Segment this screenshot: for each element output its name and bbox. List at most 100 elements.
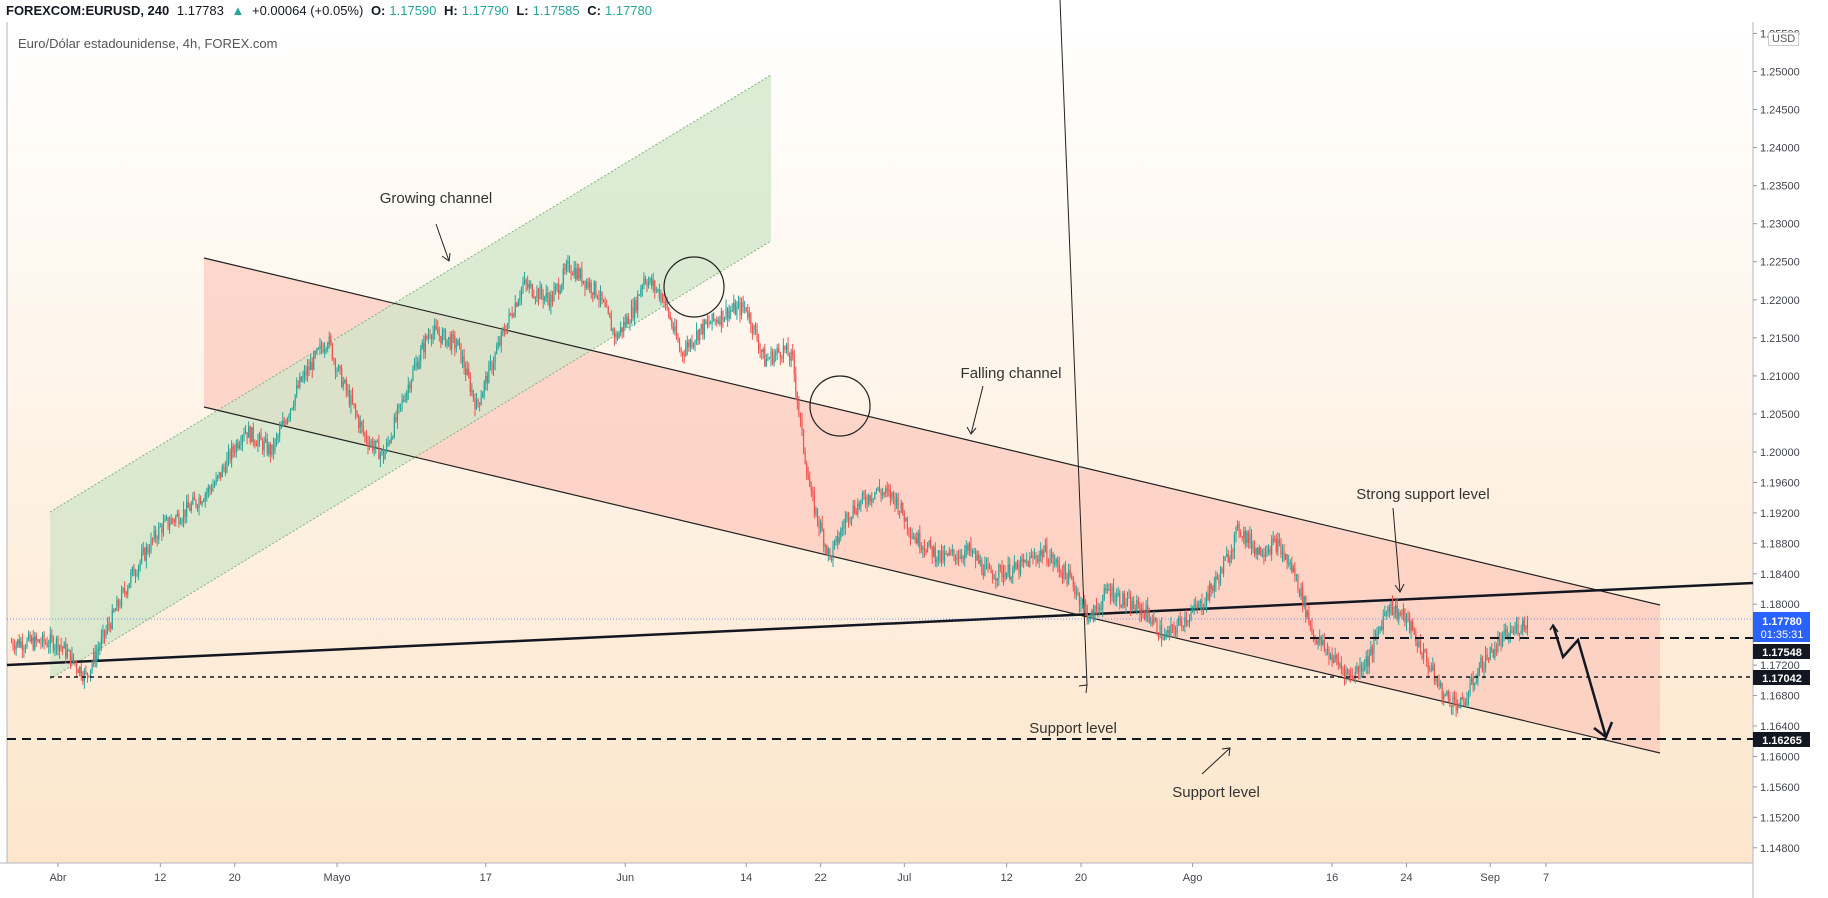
candle-body <box>337 365 340 371</box>
time-axis[interactable]: Abr 12 20 Mayo 17 Jun 14 22 Jul 12 20 Ago 16 24 Sep 7 <box>49 863 1549 884</box>
candle <box>376 439 378 443</box>
candle-body <box>590 282 592 293</box>
candle <box>62 645 64 656</box>
candle-body <box>899 511 901 513</box>
symbol-name[interactable]: FOREXCOM:EURUSD, 240 <box>6 3 170 18</box>
candle <box>145 542 147 569</box>
candle-body <box>1006 573 1008 580</box>
candle-body <box>908 529 910 533</box>
candle-body <box>1488 659 1490 661</box>
candle <box>1387 605 1389 617</box>
candle-body <box>632 306 634 318</box>
price-level-badge-3[interactable] <box>1753 732 1810 747</box>
candle <box>434 318 436 340</box>
candle-body <box>110 625 112 629</box>
candle <box>847 511 850 528</box>
candle <box>454 331 456 357</box>
candle <box>1038 550 1040 568</box>
candle-body <box>987 564 989 569</box>
candle <box>122 587 124 594</box>
candle-body <box>1081 600 1084 604</box>
candle <box>841 520 843 537</box>
candle <box>899 511 901 519</box>
candle-body <box>607 307 609 314</box>
candle <box>24 643 27 654</box>
candle-body <box>170 518 172 525</box>
candle <box>424 333 426 359</box>
candle <box>654 279 656 299</box>
candle-body <box>124 588 126 593</box>
candle-body <box>773 355 775 364</box>
candle <box>556 282 558 293</box>
candle <box>1378 626 1380 639</box>
candle <box>1230 544 1232 564</box>
candle <box>200 495 202 505</box>
candle-body <box>1525 627 1527 630</box>
candle-body <box>1391 601 1394 615</box>
candle-body <box>1120 604 1122 608</box>
candle-body <box>43 634 45 643</box>
currency-badge[interactable]: USD <box>1768 32 1800 46</box>
candle <box>1193 598 1195 615</box>
candle <box>753 324 755 336</box>
candle <box>299 372 301 390</box>
candle-body <box>1085 603 1087 608</box>
candle-body <box>1412 622 1414 631</box>
candle-body <box>1385 611 1387 613</box>
candle <box>429 328 431 340</box>
candle <box>1187 620 1189 627</box>
candle-body <box>579 268 581 279</box>
candle-body <box>328 336 330 345</box>
candle <box>716 316 718 327</box>
candle-body <box>204 494 206 501</box>
candle <box>248 421 250 438</box>
candle <box>1331 647 1333 667</box>
candle-body <box>1409 615 1411 632</box>
candle <box>325 347 327 355</box>
candle <box>94 644 96 668</box>
candle-body <box>1322 640 1324 645</box>
growing-channel-pointer <box>435 223 450 262</box>
candle-body <box>1351 675 1353 678</box>
candle-body <box>502 330 504 332</box>
price-level-badge-1[interactable] <box>1753 644 1810 659</box>
candle-body <box>1018 563 1020 574</box>
candle-body <box>612 328 614 332</box>
candle-body <box>231 446 233 461</box>
candle-body <box>706 321 709 324</box>
candle-body <box>644 278 647 284</box>
price-tick: 1.21000 <box>1753 371 1800 383</box>
candle-body <box>1444 694 1446 696</box>
candle <box>838 531 840 545</box>
price-tick: 1.18000 <box>1753 599 1800 611</box>
price-tick: 1.15200 <box>1753 812 1800 824</box>
candle-body <box>461 356 464 363</box>
candle-body <box>1024 559 1026 562</box>
candle-body <box>567 261 569 265</box>
candle-body <box>1466 698 1468 706</box>
candle <box>937 550 939 566</box>
price-level-badge-2[interactable] <box>1753 670 1810 685</box>
candle-body <box>1148 613 1150 623</box>
candle-body <box>792 351 794 355</box>
candle-body <box>1058 564 1060 572</box>
candle <box>1359 657 1361 680</box>
candle <box>1264 546 1267 562</box>
candle-body <box>736 305 738 315</box>
candle-body <box>1089 614 1091 620</box>
candle-body <box>1348 671 1350 676</box>
candle <box>367 435 369 455</box>
candle <box>1006 572 1008 580</box>
countdown-timer: 01:35:31 <box>1761 629 1804 641</box>
candle-body <box>1199 600 1201 603</box>
current-price-badge[interactable] <box>1753 612 1810 642</box>
candle-body <box>255 444 257 447</box>
candle <box>1339 662 1341 669</box>
candle-body <box>1043 550 1045 557</box>
candle-body <box>1340 664 1342 669</box>
candle-body <box>26 639 28 648</box>
candle-body <box>1430 668 1432 670</box>
last-price: 1.17783 <box>176 3 224 18</box>
